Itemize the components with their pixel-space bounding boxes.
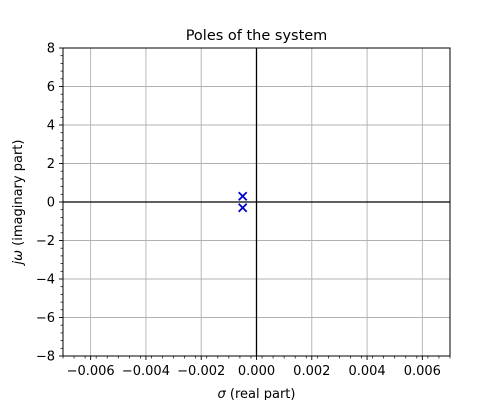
y-tick-label: 4 <box>47 119 55 134</box>
x-tick-label: −0.006 <box>67 364 115 379</box>
pole-marker-stroke <box>238 191 248 201</box>
chart-title: Poles of the system <box>186 28 328 44</box>
pole-marker <box>238 203 248 213</box>
y-tick-label: 2 <box>47 157 55 172</box>
y-axis-title: jω (imaginary part) <box>11 140 26 267</box>
x-axis-text: (real part) <box>226 387 296 400</box>
y-tick-label: −6 <box>36 311 55 326</box>
x-tick-label: 0.006 <box>404 364 441 379</box>
pole-marker <box>238 191 248 201</box>
y-tick-label: −2 <box>36 234 55 249</box>
ticks: −0.006 −0.004 −0.002 0.000 0.002 0.004 0.006 −8… <box>36 42 451 379</box>
reference-lines <box>63 48 450 356</box>
y-tick-label: 8 <box>47 42 55 57</box>
y-tick-label: −4 <box>36 273 55 288</box>
x-tick-label: −0.004 <box>122 364 170 379</box>
x-axis-title: σ (real part) <box>218 387 296 400</box>
y-tick-label: 0 <box>47 196 55 211</box>
x-axis-symbol: σ <box>218 387 227 400</box>
y-axis-symbol: jω <box>11 250 26 267</box>
data-points <box>238 191 248 213</box>
x-tick-label: 0.000 <box>238 364 275 379</box>
x-tick-label: −0.002 <box>177 364 225 379</box>
x-tick-label: 0.002 <box>293 364 330 379</box>
y-tick-label: −8 <box>36 350 55 365</box>
x-tick-label: 0.004 <box>348 364 385 379</box>
y-axis-text: (imaginary part) <box>11 140 26 250</box>
pole-marker-stroke <box>238 203 248 213</box>
y-tick-label: 6 <box>47 80 55 95</box>
